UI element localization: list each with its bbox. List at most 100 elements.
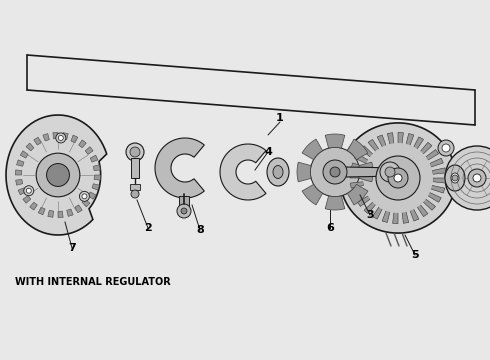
Polygon shape [90,155,98,162]
Polygon shape [350,182,364,188]
Polygon shape [340,123,456,233]
Polygon shape [302,184,322,205]
Polygon shape [85,147,93,154]
Polygon shape [179,196,189,206]
Polygon shape [302,139,322,159]
Polygon shape [428,193,441,202]
Polygon shape [382,210,390,222]
Text: 2: 2 [144,223,152,233]
Polygon shape [432,168,446,174]
Circle shape [363,143,433,213]
Polygon shape [416,204,428,217]
Text: WITH INTERNAL REGULATOR: WITH INTERNAL REGULATOR [15,277,171,287]
Ellipse shape [451,173,459,183]
Polygon shape [20,151,28,158]
Polygon shape [402,210,409,223]
Polygon shape [413,137,423,150]
Polygon shape [377,135,387,148]
Polygon shape [130,184,140,190]
Circle shape [24,186,34,196]
Ellipse shape [273,166,283,179]
Circle shape [385,167,395,177]
Polygon shape [220,144,266,200]
Polygon shape [359,162,373,182]
Polygon shape [62,133,68,140]
Circle shape [126,143,144,161]
Polygon shape [34,137,41,145]
Polygon shape [353,189,367,198]
Polygon shape [26,143,34,151]
Circle shape [330,167,340,177]
Polygon shape [350,173,363,178]
Polygon shape [325,134,345,148]
Polygon shape [23,196,31,203]
Circle shape [36,153,80,197]
Polygon shape [372,206,383,219]
Polygon shape [75,205,82,213]
Circle shape [388,168,408,188]
Polygon shape [6,115,107,235]
Polygon shape [48,210,53,217]
Polygon shape [392,211,398,224]
Polygon shape [364,202,376,213]
Text: 6: 6 [326,223,334,233]
Circle shape [181,208,187,214]
Text: 5: 5 [411,250,419,260]
Polygon shape [345,167,400,177]
Circle shape [58,135,63,140]
Circle shape [79,191,89,201]
Circle shape [394,174,402,182]
Circle shape [56,133,66,143]
Polygon shape [406,134,414,147]
Polygon shape [58,211,63,218]
Circle shape [468,169,486,187]
Polygon shape [347,184,368,205]
Polygon shape [431,185,445,193]
Circle shape [380,162,400,182]
Circle shape [323,160,347,184]
Polygon shape [420,142,432,154]
Polygon shape [410,208,419,221]
Polygon shape [387,133,394,145]
Polygon shape [155,138,204,198]
Polygon shape [43,134,49,141]
Circle shape [452,175,458,181]
Circle shape [131,190,139,198]
Circle shape [473,174,481,182]
Polygon shape [361,146,373,157]
Text: 4: 4 [264,147,272,157]
Text: 3: 3 [366,210,374,220]
Polygon shape [15,170,22,175]
Circle shape [26,188,31,193]
Circle shape [47,163,70,186]
Text: 7: 7 [68,243,76,253]
Circle shape [310,147,360,197]
Circle shape [177,204,191,218]
Polygon shape [368,139,379,152]
Polygon shape [82,199,90,207]
Circle shape [445,146,490,210]
Polygon shape [67,209,73,216]
Ellipse shape [267,158,289,186]
Text: 1: 1 [276,113,284,123]
Polygon shape [18,188,26,195]
Polygon shape [30,202,37,210]
Polygon shape [17,160,24,166]
Polygon shape [79,140,86,148]
Polygon shape [351,163,365,171]
Polygon shape [94,175,100,180]
Polygon shape [433,178,446,183]
Polygon shape [53,132,58,139]
Circle shape [130,147,140,157]
Polygon shape [131,158,139,178]
Polygon shape [38,207,45,215]
Text: 8: 8 [196,225,204,235]
Polygon shape [88,192,96,199]
Polygon shape [325,196,345,210]
Ellipse shape [445,165,465,191]
Circle shape [376,156,420,200]
Polygon shape [425,149,439,160]
Polygon shape [93,165,100,171]
Polygon shape [16,179,23,185]
Polygon shape [92,184,99,190]
